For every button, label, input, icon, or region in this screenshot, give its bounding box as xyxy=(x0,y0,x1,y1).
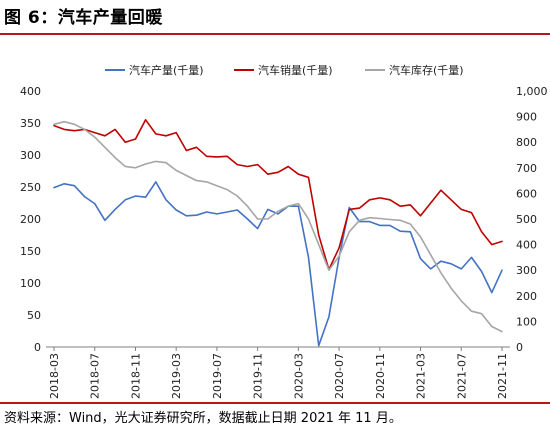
legend-label-2: 汽车库存(千量) xyxy=(389,63,464,77)
title-rule xyxy=(0,33,550,35)
y-right-tick-label: 500 xyxy=(516,213,537,226)
x-tick-label: 2019-07 xyxy=(211,353,224,399)
x-tick-label: 2020-07 xyxy=(333,353,346,399)
y-right-tick-label: 800 xyxy=(516,136,537,149)
x-tick-label: 2021-07 xyxy=(455,353,468,399)
y-left-tick-label: 100 xyxy=(20,277,41,290)
y-left-tick-label: 150 xyxy=(20,245,41,258)
x-tick-label: 2019-11 xyxy=(252,353,265,399)
x-tick-label: 2018-07 xyxy=(89,353,102,399)
y-left-tick-label: 50 xyxy=(27,309,41,322)
figure-source: 资料来源：Wind，光大证券研究所，数据截止日期 2021 年 11 月。 xyxy=(4,411,402,426)
line-chart: 汽车产量(千量) 汽车销量(千量) 汽车库存(千量) 0 50 100 150 200 250… xyxy=(20,63,548,399)
x-tick-label: 2020-03 xyxy=(292,353,305,399)
y-right-tick-label: 900 xyxy=(516,111,537,124)
series-line-2 xyxy=(53,120,503,333)
y-left-tick-label: 200 xyxy=(20,213,41,226)
chart-legend: 汽车产量(千量) 汽车销量(千量) 汽车库存(千量) xyxy=(105,63,464,77)
y-right-tick-label: 1,000 xyxy=(516,85,548,98)
chart-axes: 0 50 100 150 200 250 300 350 400 0 100 200 300 400 500… xyxy=(20,85,548,399)
y-left-tick-label: 400 xyxy=(20,85,41,98)
series-line-0 xyxy=(53,181,503,347)
x-tick-label: 2018-03 xyxy=(48,353,61,399)
y-right-tick-label: 300 xyxy=(516,264,537,277)
chart-series xyxy=(53,119,503,347)
x-tick-label: 2018-11 xyxy=(129,353,142,399)
y-left-tick-label: 350 xyxy=(20,117,41,130)
y-left-tick-label: 250 xyxy=(20,181,41,194)
y-right-tick-label: 200 xyxy=(516,290,537,303)
x-tick-label: 2020-11 xyxy=(374,353,387,399)
y-right-tick-label: 400 xyxy=(516,239,537,252)
y-left-tick-label: 0 xyxy=(34,341,41,354)
legend-label-0: 汽车产量(千量) xyxy=(129,63,204,77)
x-tick-label: 2021-03 xyxy=(415,353,428,399)
y-right-tick-label: 0 xyxy=(516,341,523,354)
y-right-tick-label: 600 xyxy=(516,187,537,200)
source-rule xyxy=(0,402,550,404)
y-left-tick-label: 300 xyxy=(20,149,41,162)
y-right-tick-label: 700 xyxy=(516,162,537,175)
legend-label-1: 汽车销量(千量) xyxy=(258,63,333,77)
x-tick-label: 2021-11 xyxy=(496,353,509,399)
series-line-1 xyxy=(53,119,503,271)
figure-title: 图 6：汽车产量回暖 xyxy=(4,8,163,28)
y-right-tick-label: 100 xyxy=(516,315,537,328)
x-tick-label: 2019-03 xyxy=(170,353,183,399)
